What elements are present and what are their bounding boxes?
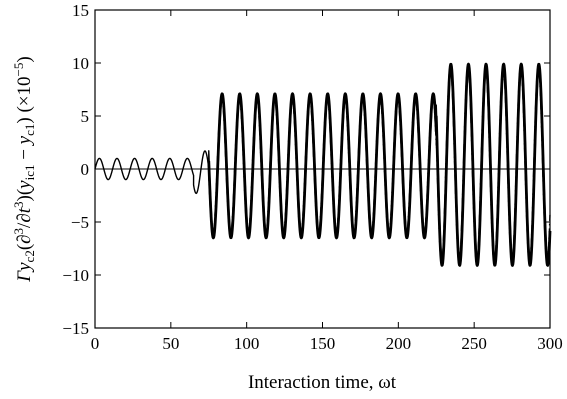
x-tick-label: 0 [91,334,100,353]
y-axis-label: Γyc2(∂3/∂t3)(yic1 − yc1) (×10−5) [11,56,37,282]
x-axis-label: Interaction time, ωt [248,372,397,393]
series-line-solid-thick [207,62,552,267]
y-tick-label: 0 [81,160,90,179]
x-tick-label: 200 [386,334,412,353]
y-tick-label: 5 [81,107,90,126]
y-tick-label: −5 [71,213,89,232]
x-tick-label: 150 [310,334,336,353]
y-tick-label: −15 [62,319,89,338]
y-tick-label: 10 [72,54,89,73]
x-tick-label: 50 [162,334,179,353]
x-tick-label: 250 [461,334,487,353]
x-tick-label: 100 [234,334,260,353]
x-axis-ticks: 0 50 100 150 200 250 300 [91,10,563,353]
series-group [94,62,552,267]
y-tick-label: 15 [72,1,89,20]
y-tick-label: −10 [62,266,89,285]
x-tick-label: 300 [537,334,563,353]
